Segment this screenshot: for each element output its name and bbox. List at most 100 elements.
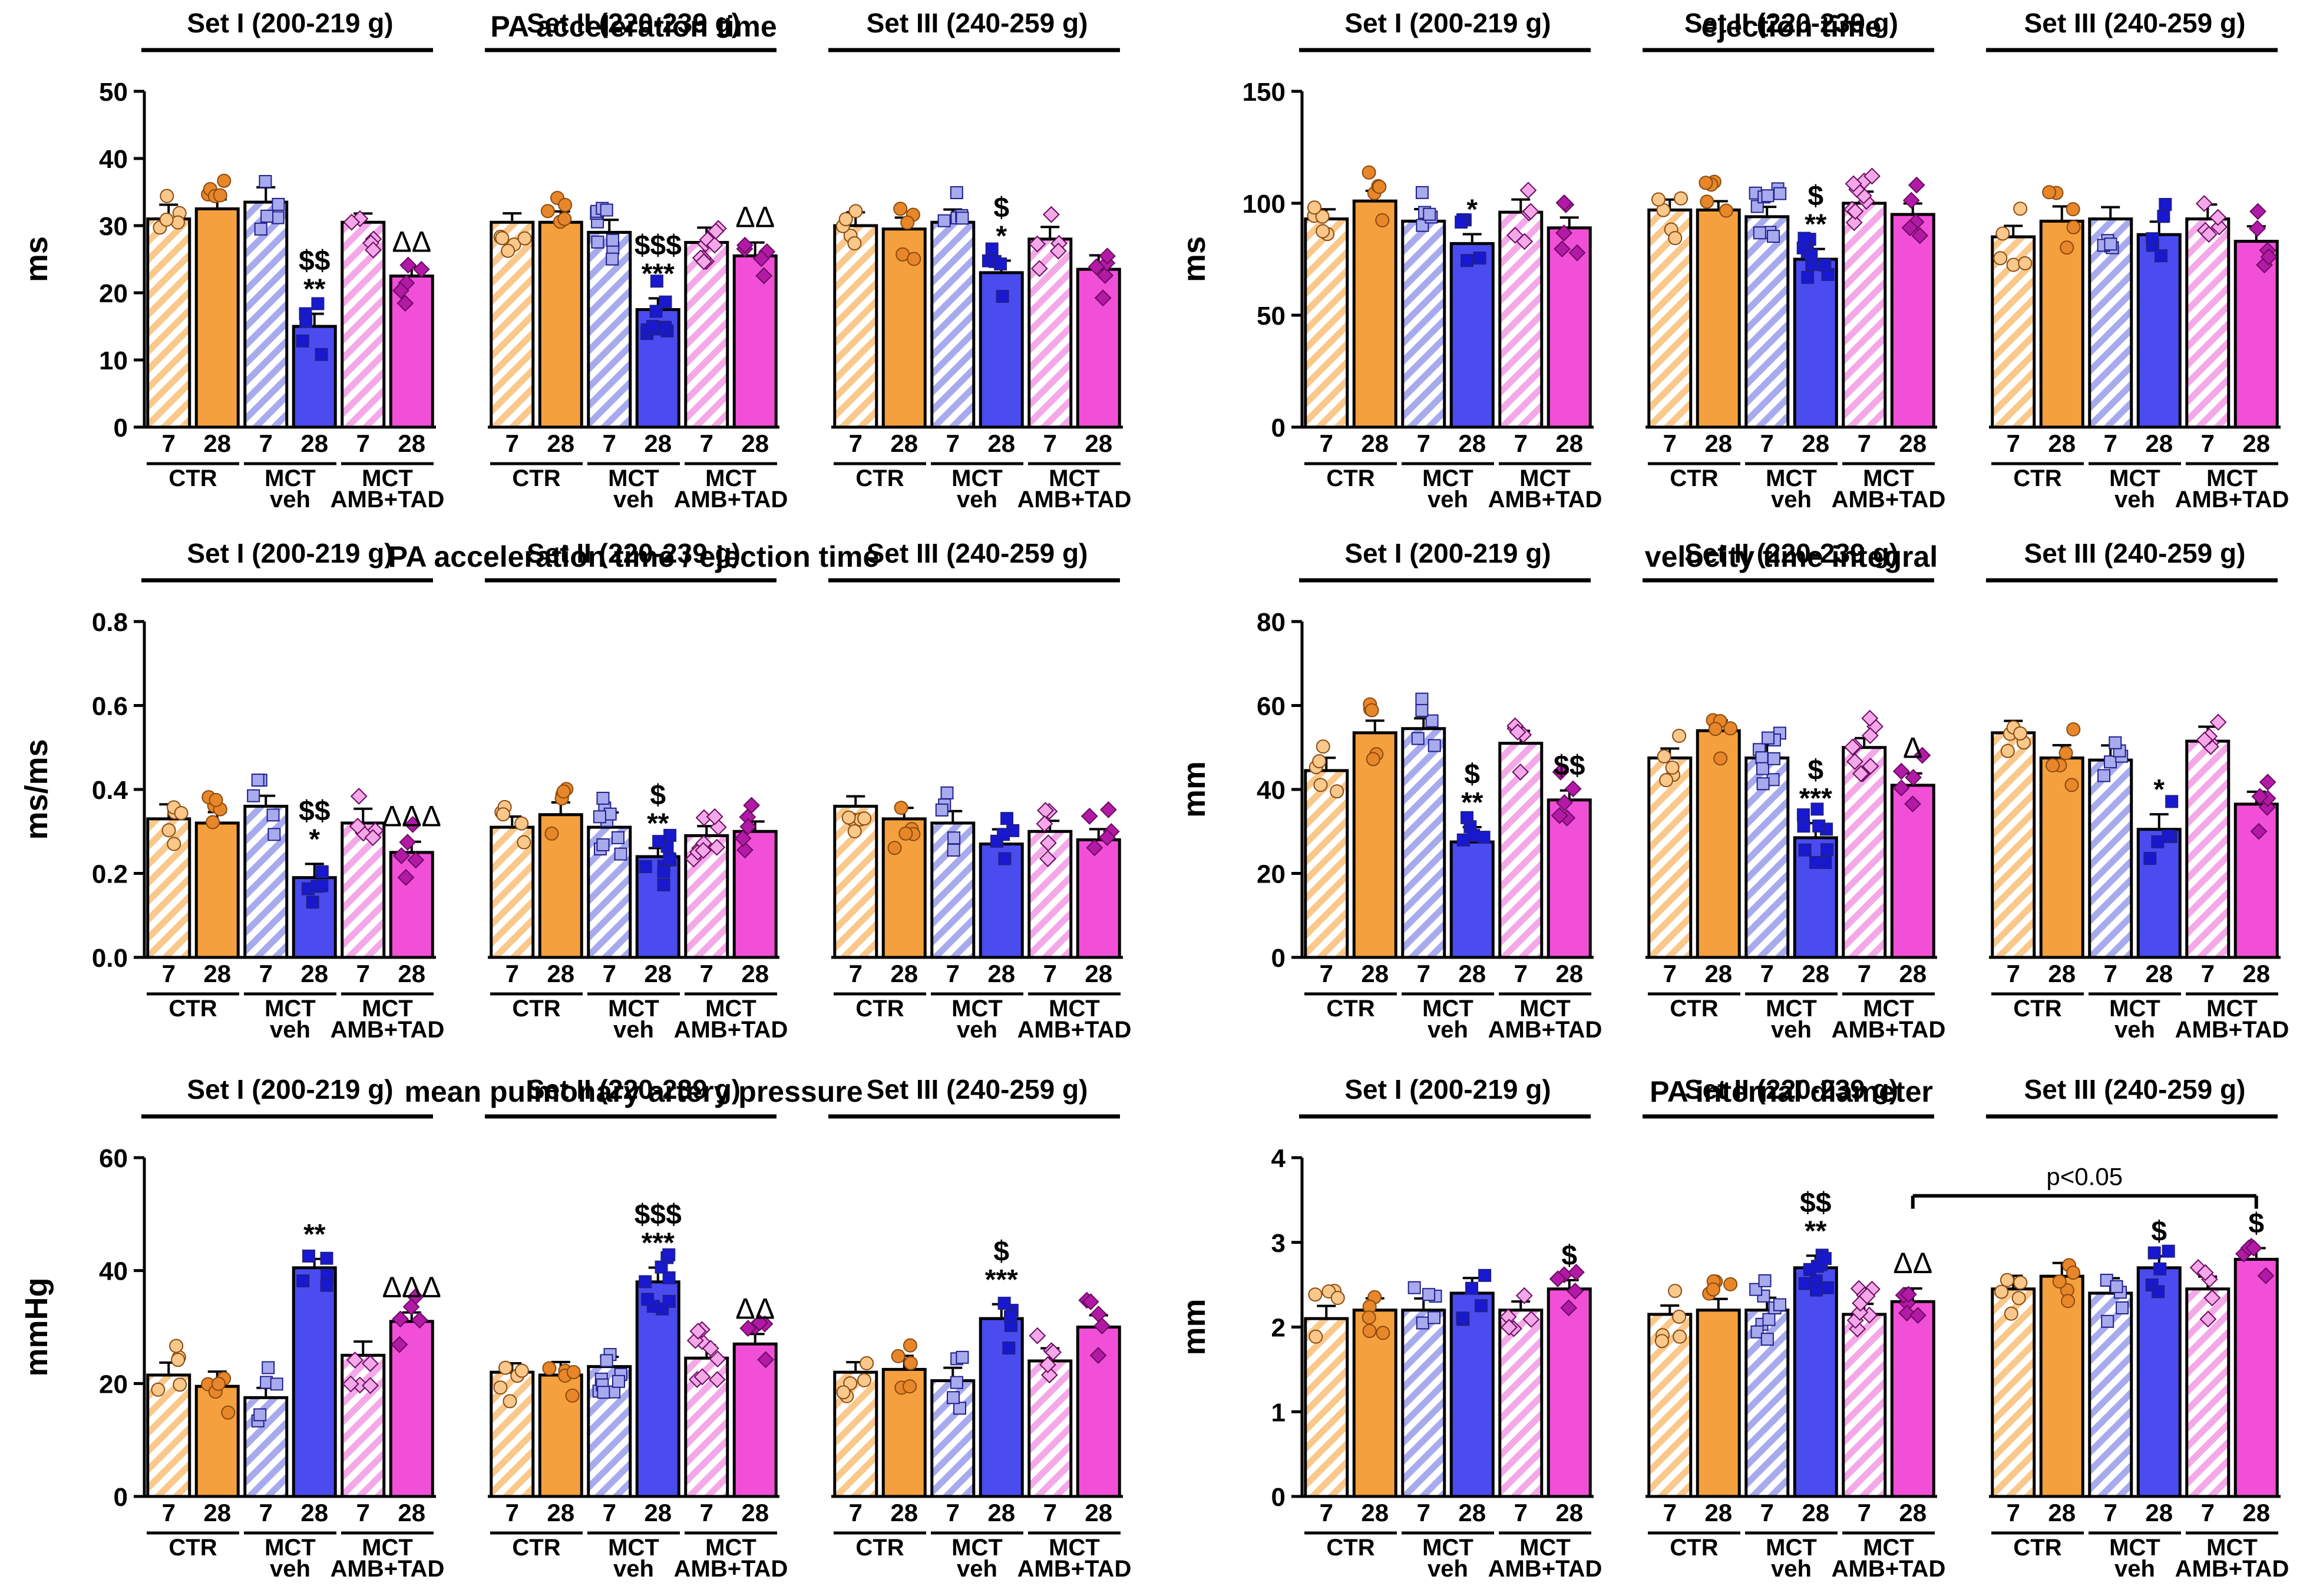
data-point	[1086, 839, 1103, 857]
group-label: MCT	[1422, 996, 1473, 1022]
data-point	[2046, 758, 2060, 773]
group-label: veh	[270, 1017, 310, 1043]
data-point	[2200, 226, 2218, 243]
significance-label: $$	[1800, 1187, 1832, 1218]
day-label: 7	[849, 960, 863, 987]
data-point	[709, 1371, 726, 1389]
group-label: MCT	[1519, 996, 1571, 1022]
data-point	[755, 267, 773, 285]
day-label: 28	[547, 1499, 574, 1526]
data-point	[2000, 744, 2015, 758]
day-label: 28	[1704, 1499, 1732, 1526]
data-point	[299, 315, 313, 328]
day-label: 7	[1858, 429, 1871, 457]
data-point	[1568, 1264, 1585, 1281]
day-label: 28	[2048, 960, 2076, 987]
group-label: veh	[613, 1556, 654, 1582]
data-point	[1461, 254, 1474, 267]
day-label: 28	[1555, 1499, 1583, 1526]
data-point	[593, 810, 606, 824]
data-point	[1892, 779, 1910, 797]
data-point	[271, 211, 285, 224]
data-point	[2259, 774, 2276, 791]
day-label: 7	[1320, 960, 1333, 987]
data-point	[2196, 1264, 2214, 1281]
group-label: MCT	[951, 465, 1003, 491]
data-point	[1767, 230, 1780, 243]
group-label: AMB+TAD	[331, 1556, 445, 1582]
bar	[732, 254, 778, 429]
day-label: 28	[1085, 960, 1112, 987]
data-point	[2195, 195, 2213, 212]
day-label: 28	[1802, 1499, 1829, 1526]
data-point	[517, 835, 531, 850]
set-label: Set III (240-259 g)	[867, 538, 1088, 569]
panel-title: PA acceleration time / ejection time	[388, 540, 880, 573]
data-point	[940, 786, 954, 799]
data-point	[1330, 1291, 1345, 1306]
y-tick-label: 40	[99, 1257, 128, 1286]
data-point	[857, 811, 872, 826]
data-point	[1668, 1284, 1683, 1298]
data-point	[1519, 181, 1537, 199]
y-axis-label: ms	[1177, 236, 1212, 282]
data-point	[893, 201, 908, 216]
data-point	[1713, 751, 1728, 766]
data-point	[1415, 703, 1429, 717]
significance-label: **	[303, 274, 326, 305]
data-point	[251, 774, 265, 787]
data-point	[2101, 1314, 2114, 1328]
y-tick-label: 20	[99, 1370, 128, 1399]
y-tick-label: 20	[99, 279, 128, 308]
data-point	[1911, 227, 1929, 244]
data-point	[662, 1294, 676, 1308]
significance-label: ***	[1799, 783, 1832, 814]
data-point	[1000, 812, 1014, 825]
y-tick-label: 30	[99, 212, 128, 241]
data-point	[1416, 1316, 1429, 1330]
day-label: 28	[1361, 1499, 1389, 1526]
data-point	[997, 828, 1010, 841]
panel-0: PA acceleration time 0 10 20 30 40 50 ms Set I (…	[19, 8, 1131, 513]
data-point	[998, 852, 1012, 865]
data-point	[517, 231, 532, 246]
significance-label: ***	[642, 258, 675, 289]
significance-label: ***	[642, 1228, 675, 1259]
data-point	[937, 214, 951, 227]
day-label: 7	[1514, 960, 1528, 987]
significance-label: $$	[299, 795, 331, 827]
data-point	[689, 1323, 707, 1340]
day-label: 28	[300, 429, 328, 457]
data-point	[1045, 1343, 1062, 1361]
data-point	[1330, 784, 1344, 799]
day-label: 28	[1085, 1499, 1112, 1526]
data-point	[320, 1251, 333, 1265]
day-label: 7	[1320, 429, 1333, 457]
set-label: Set II (220-239 g)	[1684, 8, 1898, 38]
data-point	[606, 252, 619, 266]
data-point	[1567, 1283, 1584, 1300]
day-label: 7	[356, 960, 370, 987]
data-point	[639, 860, 652, 874]
data-point	[361, 1355, 379, 1372]
bar	[684, 241, 729, 429]
day-label: 28	[987, 1499, 1015, 1526]
bar	[833, 224, 878, 429]
group-label: MCT	[1049, 1535, 1100, 1561]
group-label: CTR	[1326, 465, 1374, 491]
group-label: MCT	[2109, 1535, 2160, 1561]
significance-label: *	[1466, 194, 1478, 226]
bar	[1547, 1287, 1592, 1498]
group-label: MCT	[2109, 996, 2160, 1022]
significance-label: **	[303, 1219, 326, 1250]
y-tick-label: 40	[1257, 776, 1286, 805]
data-point	[2245, 1239, 2262, 1257]
data-point	[1892, 762, 1910, 780]
day-label: 7	[259, 960, 273, 987]
bar	[1890, 1300, 1935, 1498]
data-point	[1708, 722, 1723, 736]
day-label: 7	[2104, 960, 2117, 987]
group-label: MCT	[1422, 465, 1473, 491]
set-label: Set III (240-259 g)	[2024, 8, 2246, 38]
day-label: 7	[356, 1499, 370, 1526]
